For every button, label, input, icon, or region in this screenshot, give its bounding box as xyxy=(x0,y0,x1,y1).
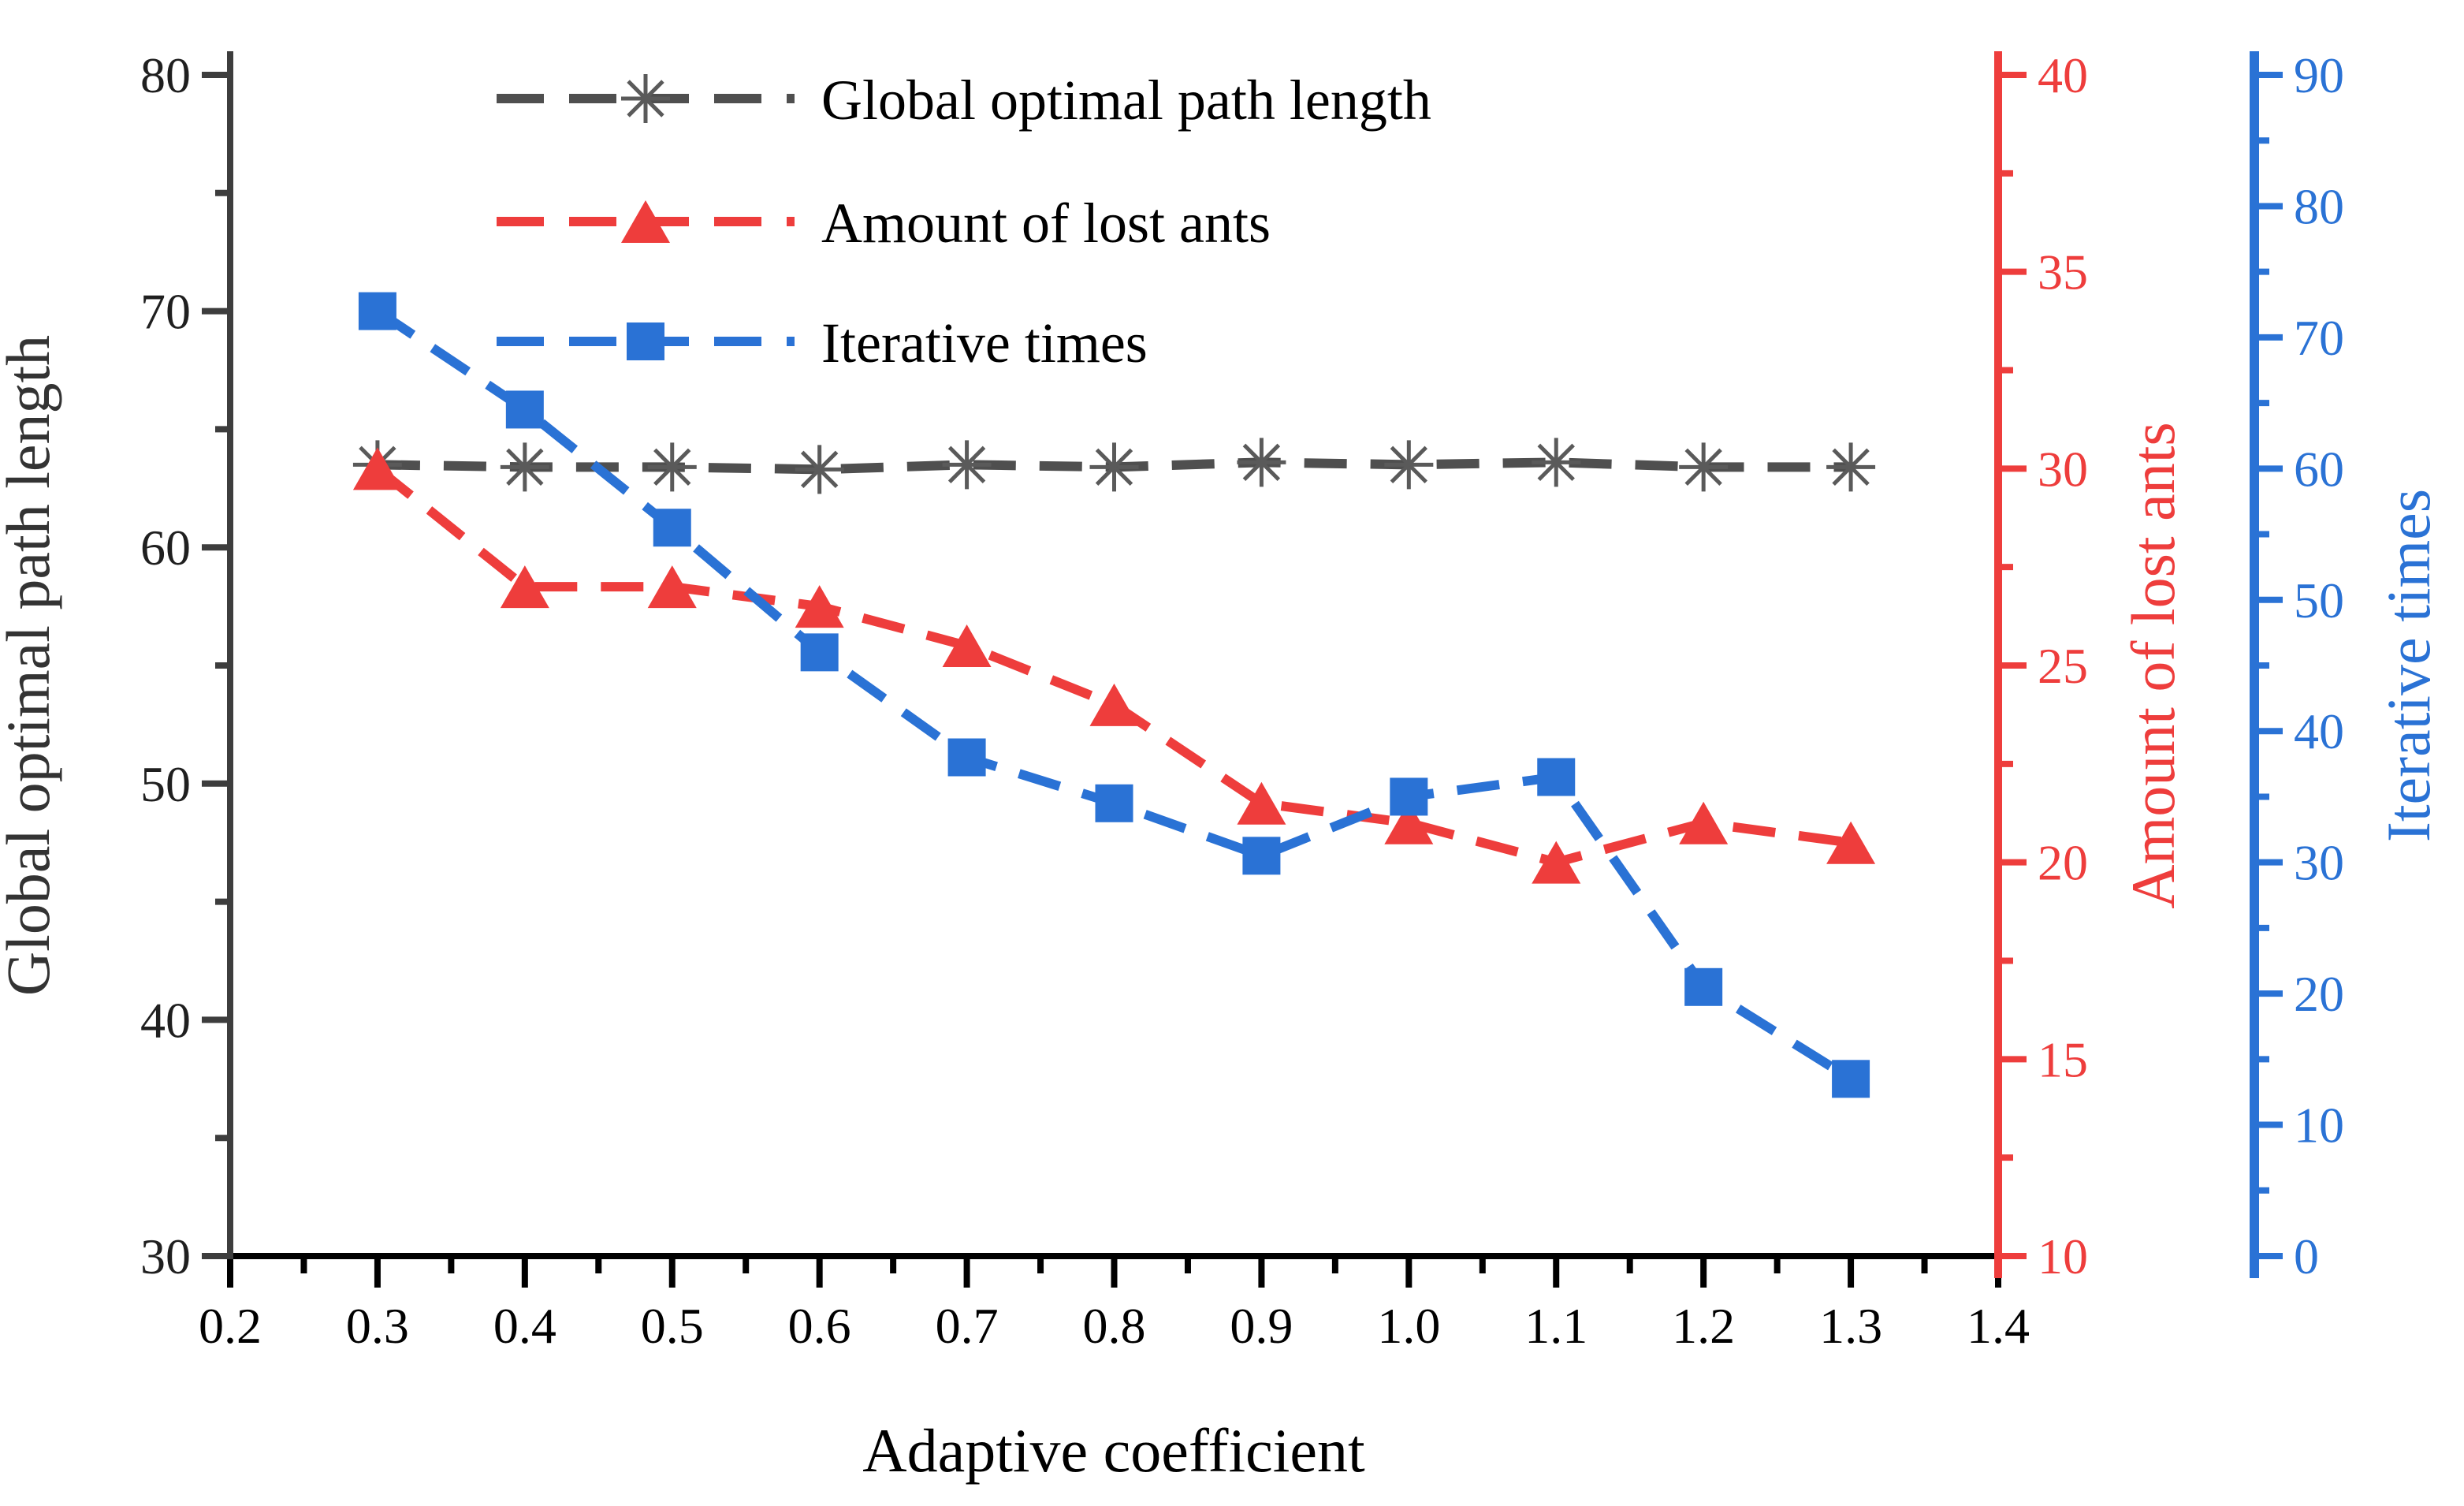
x-axis-tick-label: 1.1 xyxy=(1524,1298,1587,1354)
x-axis-tick-label: 0.7 xyxy=(936,1298,999,1354)
left-axis-tick-label: 70 xyxy=(140,284,191,340)
left-axis-tick-label: 60 xyxy=(140,520,191,576)
square-marker xyxy=(947,738,986,777)
triangle-marker xyxy=(621,200,670,243)
series-global-optimal-path-length xyxy=(352,438,1876,494)
right-axis-iterative-times-tick-label: 80 xyxy=(2294,178,2344,234)
x-axis-tick-label: 0.6 xyxy=(788,1298,851,1354)
asterisk-marker xyxy=(647,442,697,492)
x-axis-tick-label: 0.9 xyxy=(1230,1298,1293,1354)
square-marker xyxy=(358,292,396,330)
right-axis-lost-ants-tick-label: 25 xyxy=(2038,638,2088,694)
x-axis-tick-label: 0.8 xyxy=(1083,1298,1146,1354)
left-axis-tick-label: 40 xyxy=(140,992,191,1048)
x-axis-tick-label: 0.3 xyxy=(346,1298,409,1354)
right-axis-lost-ants-tick-label: 15 xyxy=(2038,1031,2088,1087)
right-axis-lost-ants-tick-label: 40 xyxy=(2038,47,2088,103)
square-marker xyxy=(1242,837,1281,875)
triangle-marker xyxy=(500,565,549,609)
asterisk-marker xyxy=(1089,442,1139,492)
square-marker xyxy=(653,509,691,547)
asterisk-marker xyxy=(1237,438,1286,487)
square-marker xyxy=(1095,784,1133,822)
triangle-marker xyxy=(795,585,844,628)
triangle-marker xyxy=(1679,801,1729,844)
right-axis-iterative-times: 0 10 20 30 40 50 60 70 80 90 xyxy=(2250,47,2344,1284)
triangle-marker xyxy=(1532,841,1581,884)
asterisk-marker xyxy=(500,442,549,492)
legend-item-iterative-times: Iterative times xyxy=(497,311,1148,375)
legend-label-iterative-times: Iterative times xyxy=(821,311,1148,375)
legend-label-amount-of-lost-ants: Amount of lost ants xyxy=(821,192,1271,255)
square-marker xyxy=(1390,777,1428,816)
right-axis-lost-ants-tick-label: 10 xyxy=(2038,1228,2088,1284)
asterisk-marker xyxy=(795,445,844,494)
x-axis-tick-label: 0.4 xyxy=(493,1298,556,1354)
asterisk-marker xyxy=(1532,438,1581,487)
triangle-marker xyxy=(1384,801,1434,844)
right-axis-iterative-times-tick-label: 70 xyxy=(2294,310,2344,366)
triangle-marker xyxy=(1089,683,1139,726)
series-iterative-times xyxy=(358,292,1870,1098)
right-axis-title-lost-ants: Amount of lost ants xyxy=(2119,422,2187,909)
triangle-marker xyxy=(352,447,402,490)
left-axis-tick-label: 80 xyxy=(140,47,191,103)
square-marker xyxy=(1684,967,1723,1006)
x-axis-tick-label: 1.4 xyxy=(1967,1298,2030,1354)
square-marker xyxy=(505,390,544,429)
series-amount-of-lost-ants xyxy=(352,447,1876,884)
legend-item-global-optimal-path-length: Global optimal path length xyxy=(497,69,1431,132)
right-axis-lost-ants-tick-label: 20 xyxy=(2038,835,2088,891)
right-axis-title-iterative-times: Iterative times xyxy=(2374,489,2443,842)
left-axis-tick-label: 50 xyxy=(140,756,191,812)
x-axis: 0.2 0.3 0.4 0.5 0.6 0.7 0.8 0.9 1.0 1.1 1.2 1.3 1.4 xyxy=(199,1253,2030,1354)
x-axis-title: Adaptive coefficient xyxy=(862,1416,1365,1485)
left-axis-title: Global optimal path length xyxy=(0,335,62,996)
right-axis-iterative-times-tick-label: 60 xyxy=(2294,441,2344,497)
square-marker xyxy=(1832,1060,1870,1098)
triangle-marker xyxy=(1826,821,1876,864)
right-axis-iterative-times-tick-label: 0 xyxy=(2294,1228,2319,1284)
left-axis-tick-label: 30 xyxy=(140,1228,191,1284)
x-axis-tick-label: 0.5 xyxy=(641,1298,704,1354)
square-marker xyxy=(1537,758,1576,796)
right-axis-iterative-times-tick-label: 10 xyxy=(2294,1098,2344,1154)
chart-generated-content: 0.2 0.3 0.4 0.5 0.6 0.7 0.8 0.9 1.0 1.1 1.2 1.3 1.4 3… xyxy=(140,47,2344,1354)
asterisk-marker xyxy=(621,74,670,123)
triangle-marker xyxy=(1237,781,1286,825)
right-axis-iterative-times-tick-label: 90 xyxy=(2294,47,2344,103)
square-marker xyxy=(627,322,664,360)
asterisk-marker xyxy=(942,440,992,490)
triangle-marker xyxy=(647,565,697,609)
asterisk-marker xyxy=(1679,442,1729,492)
left-axis: 30 40 50 60 70 80 xyxy=(140,47,233,1284)
asterisk-marker xyxy=(1826,442,1876,492)
right-axis-iterative-times-tick-label: 40 xyxy=(2294,703,2344,759)
right-axis-lost-ants: 10 15 20 25 30 35 40 xyxy=(1994,47,2088,1284)
x-axis-tick-label: 1.2 xyxy=(1672,1298,1735,1354)
x-axis-tick-label: 0.2 xyxy=(199,1298,262,1354)
x-axis-tick-label: 1.3 xyxy=(1819,1298,1882,1354)
asterisk-marker xyxy=(1384,440,1434,490)
right-axis-lost-ants-tick-label: 35 xyxy=(2038,244,2088,300)
right-axis-iterative-times-tick-label: 50 xyxy=(2294,572,2344,628)
legend-label-global-optimal-path-length: Global optimal path length xyxy=(821,69,1431,132)
x-axis-tick-label: 1.0 xyxy=(1377,1298,1440,1354)
legend: Global optimal path length Amount of lost… xyxy=(497,69,1431,375)
right-axis-lost-ants-tick-label: 30 xyxy=(2038,441,2088,497)
triangle-marker xyxy=(942,624,992,668)
right-axis-iterative-times-tick-label: 30 xyxy=(2294,835,2344,891)
right-axis-iterative-times-tick-label: 20 xyxy=(2294,966,2344,1022)
legend-item-amount-of-lost-ants: Amount of lost ants xyxy=(497,192,1271,255)
square-marker xyxy=(800,633,839,672)
